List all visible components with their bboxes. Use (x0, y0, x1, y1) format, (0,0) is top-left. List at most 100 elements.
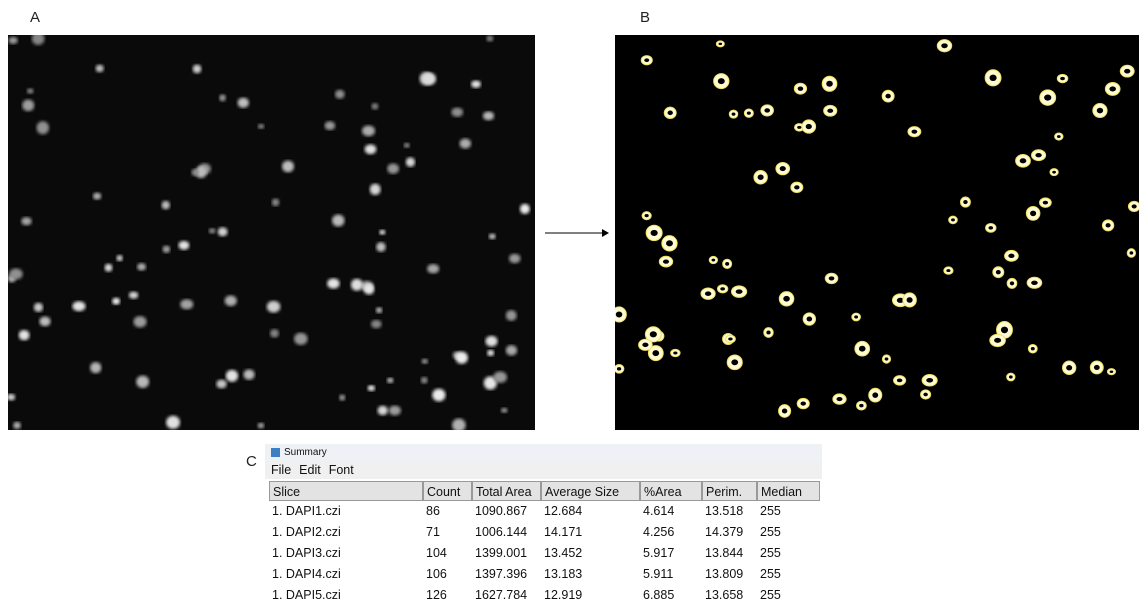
menu-item[interactable]: Font (329, 461, 354, 479)
nucleus (244, 369, 255, 379)
nucleus (258, 124, 264, 129)
nucleus-core (1109, 86, 1116, 91)
table-cell: 255 (760, 546, 781, 560)
nucleus (501, 408, 507, 413)
arrow (540, 224, 612, 242)
nucleus (129, 292, 138, 299)
nucleus-core (797, 126, 801, 129)
figure: A B C Summary FileEditFont SliceCountTot… (0, 0, 1139, 603)
micrograph-mask (615, 35, 1139, 430)
nucleus-core (994, 338, 1001, 343)
menu-item[interactable]: Edit (299, 461, 321, 479)
nucleus (335, 90, 345, 99)
nucleus-core (1124, 69, 1130, 74)
table-cell: 255 (760, 588, 781, 602)
nucleus (339, 394, 345, 400)
table-cell: 1090.867 (475, 504, 527, 518)
column-header[interactable]: Slice (269, 481, 423, 501)
nucleus-core (1035, 153, 1041, 157)
column-header[interactable]: Median (757, 481, 820, 501)
nucleus-core (1106, 223, 1111, 227)
nucleus (376, 242, 386, 252)
table-cell: 12.919 (544, 588, 582, 602)
table-cell: 255 (760, 504, 781, 518)
nucleus-core (1132, 204, 1137, 208)
nucleus (404, 143, 410, 148)
nucleus-core (1020, 158, 1027, 163)
table-cell: 13.844 (705, 546, 743, 560)
column-header[interactable]: Total Area (472, 481, 541, 501)
column-header[interactable]: Count (423, 481, 472, 501)
nucleus-core (1043, 201, 1048, 205)
table-cell: 13.183 (544, 567, 582, 581)
nucleus (270, 329, 279, 338)
nucleus (427, 264, 439, 273)
table-cell: 106 (426, 567, 447, 581)
nucleus-core (829, 276, 835, 280)
nucleus-core (764, 108, 770, 112)
nucleus (487, 350, 494, 356)
nucleus (332, 214, 344, 226)
nucleus (282, 161, 294, 173)
nucleus (423, 73, 436, 85)
panel-label: C (246, 453, 257, 470)
panel-label: A (30, 9, 40, 26)
panel-label: B (640, 9, 650, 26)
image-background (8, 35, 535, 430)
column-header[interactable]: Perim. (702, 481, 757, 501)
nucleus (327, 278, 340, 288)
nucleus-core (650, 331, 657, 337)
nucleus (267, 301, 281, 313)
nucleus (421, 377, 428, 384)
nucleus-core (663, 259, 669, 263)
nucleus (371, 320, 382, 328)
table-cell: 1397.396 (475, 567, 527, 581)
nucleus (225, 295, 237, 306)
micrograph-raw (8, 35, 535, 430)
menu-item[interactable]: File (271, 461, 291, 479)
nucleus-core (1094, 365, 1100, 370)
table-cell: 14.379 (705, 525, 743, 539)
table-cell: 14.171 (544, 525, 582, 539)
nucleus-core (827, 109, 833, 113)
nucleus (137, 263, 146, 270)
nucleus (486, 35, 493, 41)
nucleus-core (711, 259, 715, 262)
table-cell: 86 (426, 504, 440, 518)
table-cell: 4.614 (643, 504, 674, 518)
nucleus (368, 385, 375, 391)
column-header[interactable]: Average Size (541, 481, 640, 501)
nucleus-core (907, 297, 913, 303)
nucleus (163, 246, 171, 253)
nucleus-core (728, 337, 732, 340)
nucleus-core (911, 130, 917, 134)
nucleus (134, 316, 147, 327)
nucleus-core (1060, 77, 1065, 80)
nucleus (389, 406, 401, 416)
nucleus-core (652, 350, 659, 356)
nucleus (387, 163, 399, 173)
table-cell: 255 (760, 525, 781, 539)
nucleus (387, 378, 393, 383)
nucleus (162, 201, 170, 210)
nucleus (105, 264, 113, 272)
nucleus-core (732, 113, 736, 116)
nucleus-core (747, 112, 751, 115)
nucleus (351, 279, 363, 291)
nucleus (96, 65, 104, 73)
nucleus-core (720, 287, 725, 290)
column-header[interactable]: %Area (640, 481, 702, 501)
nucleus-core (673, 352, 677, 355)
nucleus (116, 255, 122, 261)
nucleus (218, 227, 228, 236)
nucleus-core (1009, 375, 1013, 378)
nucleus (21, 217, 31, 225)
table-cell: 255 (760, 567, 781, 581)
nucleus (72, 301, 85, 311)
nucleus (272, 199, 280, 207)
table-cell: 126 (426, 588, 447, 602)
table-cell: 6.885 (643, 588, 674, 602)
nucleus (93, 193, 101, 200)
table-cell: 13.658 (705, 588, 743, 602)
nucleus-core (1031, 347, 1035, 350)
